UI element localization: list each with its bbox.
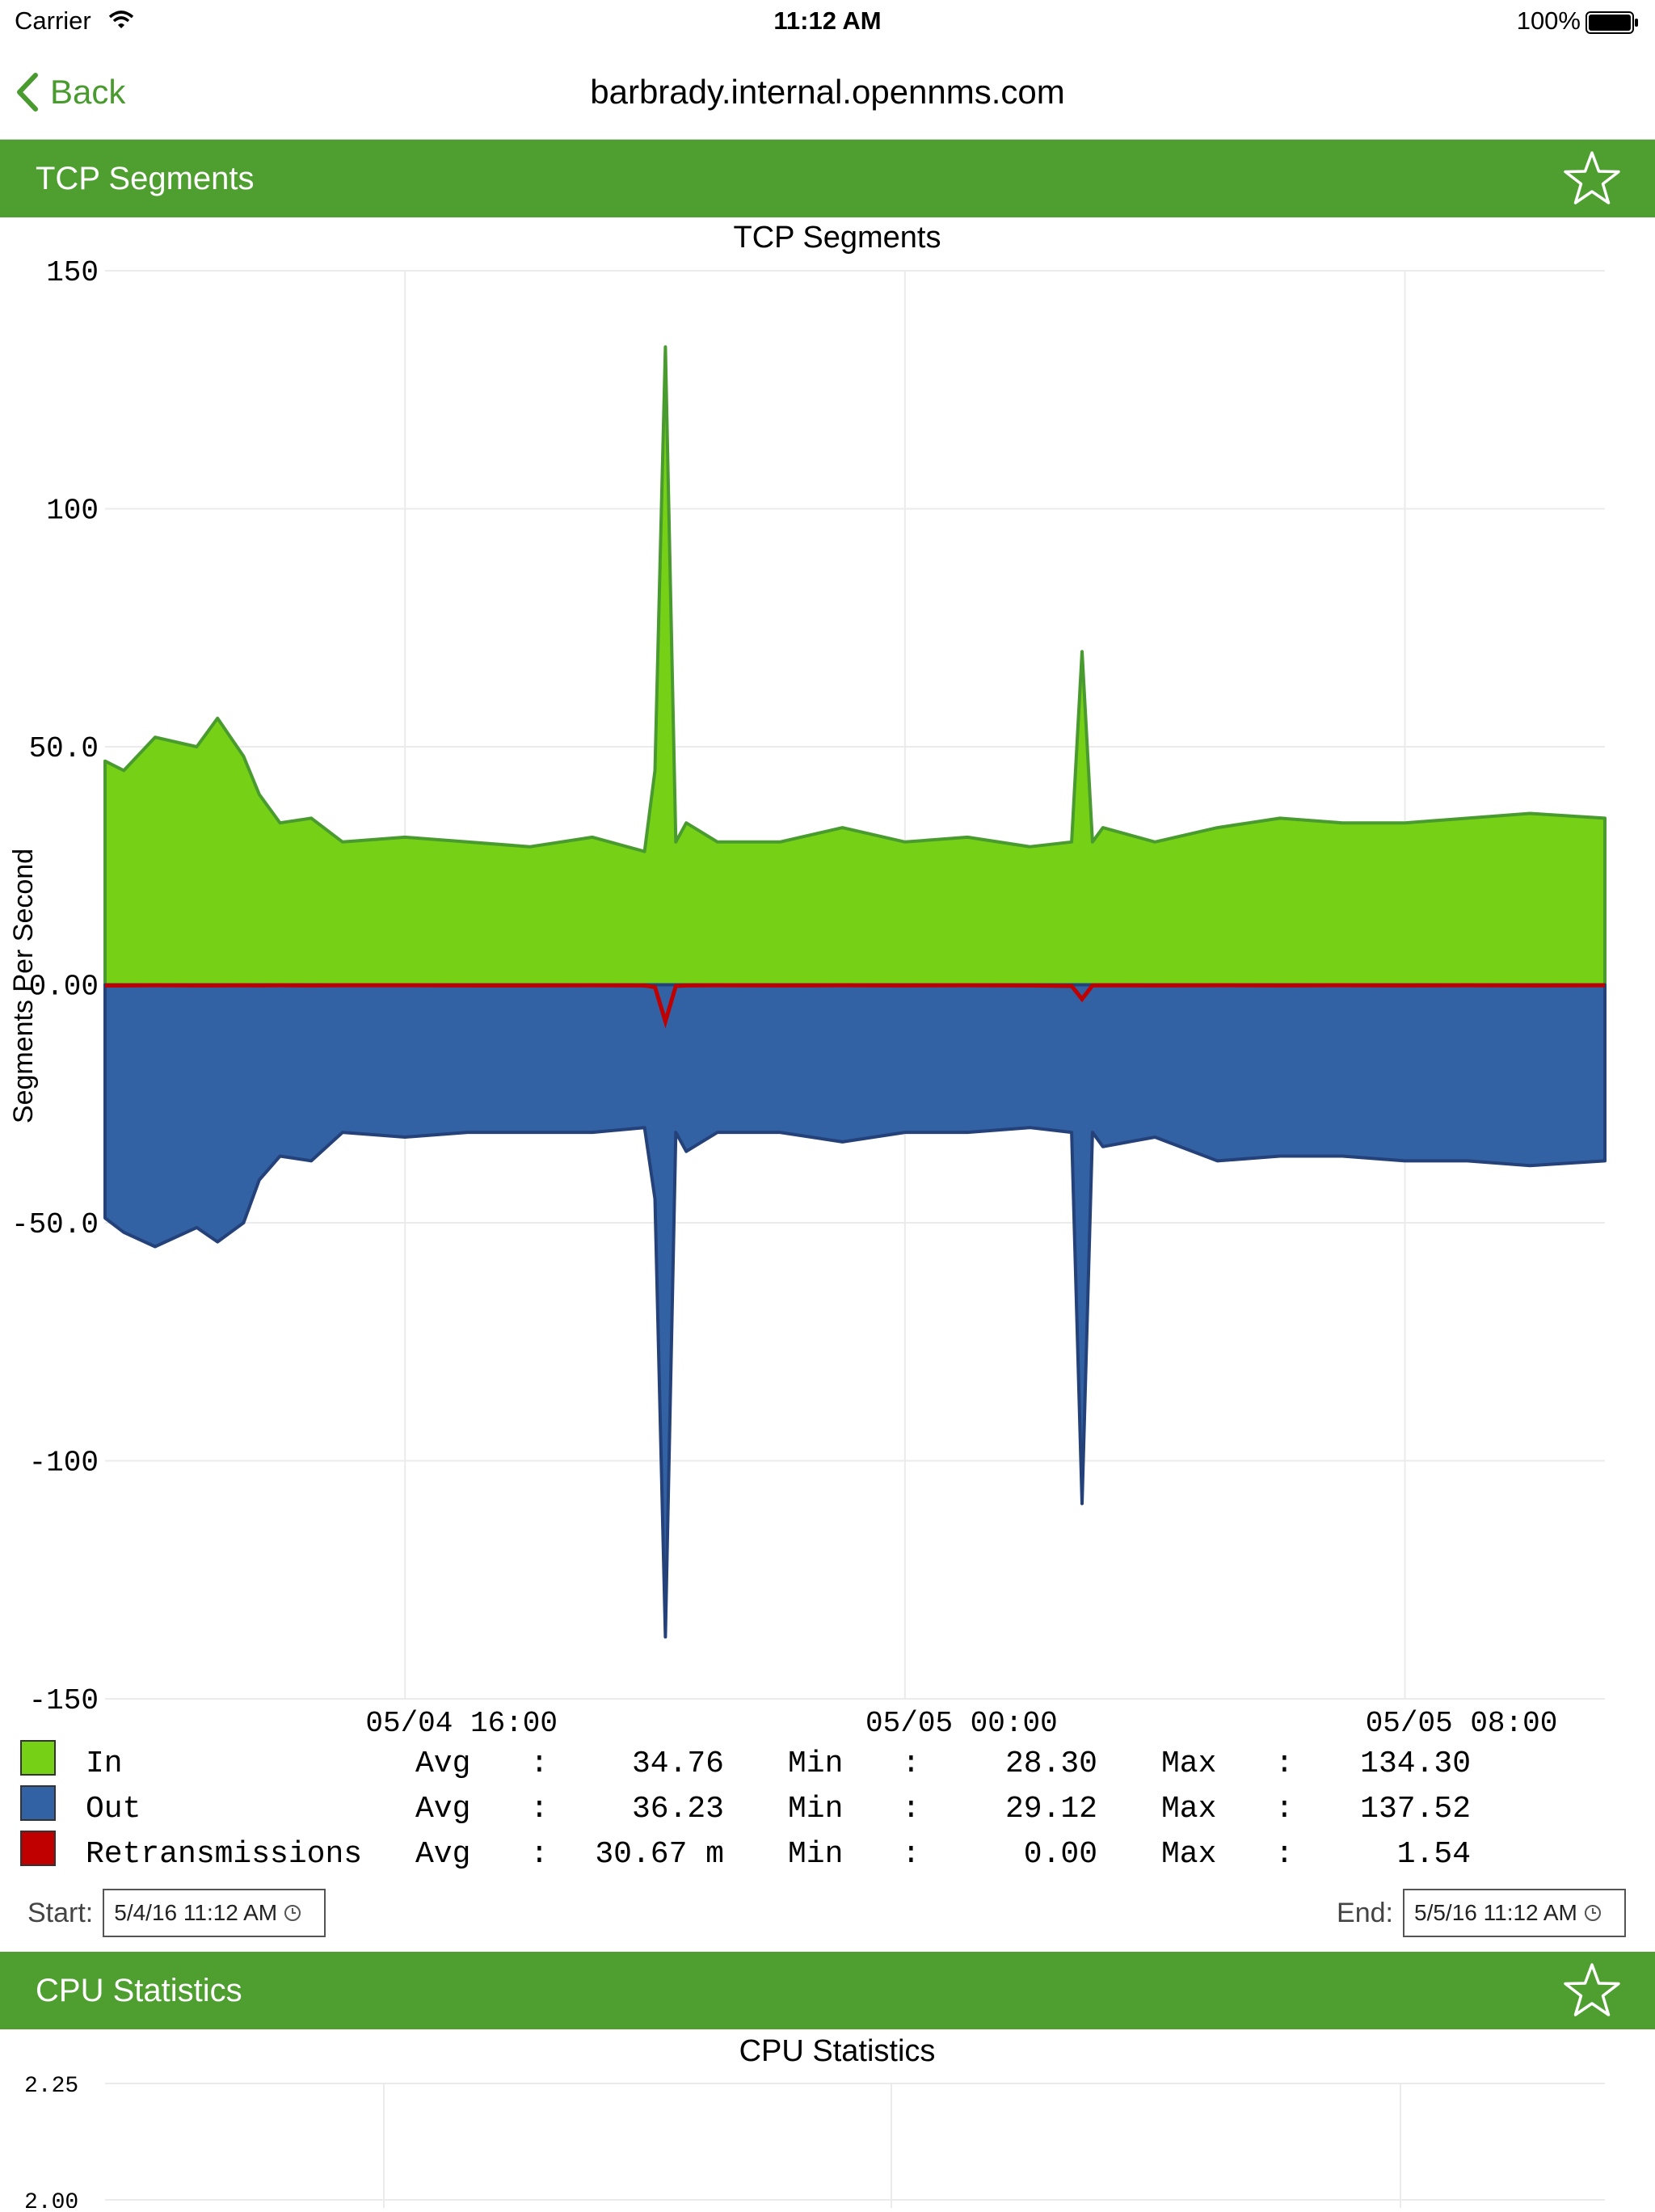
favorite-star-icon[interactable]	[1563, 1961, 1621, 2024]
tcp-segments-chart: TCP Segments Segments Per Second 150 100 5…	[0, 217, 1655, 1954]
chart-title: TCP Segments	[734, 221, 941, 255]
y-tick-label: 100	[46, 495, 99, 528]
legend-series-name: Retransmissions	[86, 1837, 362, 1872]
start-date-value: 5/4/16 11:12 AM	[114, 1900, 277, 1926]
navigation-bar: Back barbrady.internal.opennms.com	[0, 45, 1655, 140]
legend-min-value: 29.12	[1005, 1792, 1097, 1826]
legend-min-label: Min	[788, 1746, 843, 1781]
legend-swatch	[21, 1786, 55, 1820]
end-date-value: 5/5/16 11:12 AM	[1414, 1900, 1577, 1926]
cpu-statistics-header: CPU Statistics	[0, 1952, 1655, 2029]
legend-separator: :	[1275, 1837, 1294, 1872]
x-tick-label: 05/05 00:00	[865, 1707, 1058, 1740]
battery-icon	[1586, 11, 1639, 38]
legend-separator: :	[1275, 1792, 1294, 1826]
legend-avg-label: Avg	[415, 1792, 470, 1826]
battery-percent: 100%	[1517, 6, 1581, 36]
y-tick-label: 50.0	[29, 732, 99, 765]
y-tick-label: -100	[29, 1447, 99, 1480]
y-tick-label: 0.00	[29, 971, 99, 1004]
legend-avg-value: 30.67 m	[595, 1837, 724, 1872]
legend-max-label: Max	[1161, 1792, 1216, 1826]
legend-separator: :	[902, 1746, 920, 1781]
chart-title: CPU Statistics	[739, 2034, 936, 2068]
end-date-row: End: 5/5/16 11:12 AM	[1337, 1885, 1626, 1941]
start-date-row: Start: 5/4/16 11:12 AM	[27, 1885, 326, 1941]
status-bar: Carrier 11:12 AM 100%	[0, 0, 1655, 45]
end-label: End:	[1337, 1898, 1393, 1929]
end-date-field[interactable]: 5/5/16 11:12 AM	[1403, 1889, 1626, 1937]
legend-series-name: In	[86, 1746, 123, 1781]
legend-separator: :	[530, 1792, 549, 1826]
legend-min-value: 0.00	[1024, 1837, 1097, 1872]
legend-series-name: Out	[86, 1792, 141, 1826]
legend-min-label: Min	[788, 1837, 843, 1872]
legend-avg-value: 36.23	[632, 1792, 724, 1826]
legend-avg-label: Avg	[415, 1746, 470, 1781]
legend-max-label: Max	[1161, 1746, 1216, 1781]
y-tick-label: 2.25	[24, 2074, 78, 2099]
legend-min-label: Min	[788, 1792, 843, 1826]
start-label: Start:	[27, 1898, 93, 1929]
legend-max-label: Max	[1161, 1837, 1216, 1872]
y-tick-label: -150	[29, 1684, 99, 1717]
page-title: barbrady.internal.opennms.com	[0, 70, 1655, 115]
clock-icon	[284, 1904, 301, 1922]
series-out-area	[105, 985, 1605, 1637]
favorite-star-icon[interactable]	[1563, 150, 1621, 212]
tcp-segments-graph: TCP Segments Segments Per Second 1501005…	[0, 217, 1655, 1881]
clock: 11:12 AM	[0, 6, 1655, 36]
x-tick-label: 05/04 16:00	[365, 1707, 558, 1740]
cpu-statistics-graph: CPU Statistics 2.25 2.00	[0, 2029, 1655, 2208]
y-tick-label: -50.0	[11, 1208, 99, 1241]
legend-max-value: 137.52	[1360, 1792, 1471, 1826]
legend-swatch	[21, 1831, 55, 1865]
legend-min-value: 28.30	[1005, 1746, 1097, 1781]
legend-swatch	[21, 1741, 55, 1775]
section-title: CPU Statistics	[36, 1952, 242, 2029]
cpu-statistics-chart: CPU Statistics 2.25 2.00	[0, 2029, 1655, 2208]
y-tick-label: 2.00	[24, 2190, 78, 2208]
legend-max-value: 1.54	[1397, 1837, 1471, 1872]
legend-avg-value: 34.76	[632, 1746, 724, 1781]
y-tick-label: 150	[46, 256, 99, 289]
start-date-field[interactable]: 5/4/16 11:12 AM	[103, 1889, 326, 1937]
tcp-segments-header: TCP Segments	[0, 140, 1655, 217]
legend-separator: :	[902, 1837, 920, 1872]
legend-max-value: 134.30	[1360, 1746, 1471, 1781]
legend-separator: :	[902, 1792, 920, 1826]
clock-icon	[1584, 1904, 1602, 1922]
section-title: TCP Segments	[36, 140, 255, 217]
series-in-area	[105, 347, 1605, 984]
legend-separator: :	[1275, 1746, 1294, 1781]
x-tick-label: 05/05 08:00	[1366, 1707, 1558, 1740]
legend-avg-label: Avg	[415, 1837, 470, 1872]
legend-separator: :	[530, 1746, 549, 1781]
legend-separator: :	[530, 1837, 549, 1872]
